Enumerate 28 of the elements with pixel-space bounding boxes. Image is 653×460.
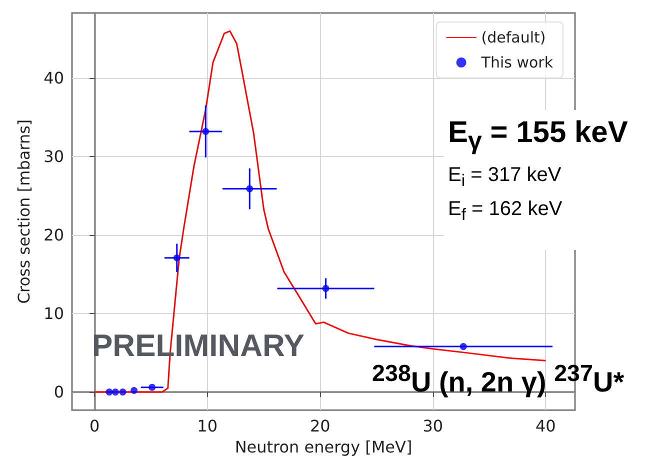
point [119, 388, 126, 396]
point [202, 128, 210, 135]
x-tick-label: 30 [422, 416, 444, 436]
annotation: E$_{γ}$ = 155 keV [448, 116, 628, 155]
x-tick-label: 0 [89, 416, 100, 436]
x-tick-label: 20 [310, 416, 330, 436]
point [148, 384, 156, 391]
y-tick-label: 20 [44, 226, 64, 245]
point [246, 185, 254, 192]
point [130, 386, 138, 394]
y-axis-title: Cross section [mbarns] [14, 119, 34, 304]
annotation: $^{238}$U (n, 2n γ) $^{237}$U* [372, 360, 624, 398]
y-tick-label: 0 [54, 382, 64, 402]
point [322, 284, 330, 292]
legend-label: This work [480, 54, 554, 72]
annotation: E$_{f}$ = 162 keV [448, 198, 562, 225]
point [460, 343, 467, 350]
x-tick-label: 40 [535, 416, 556, 436]
annotation: E$_{i}$ = 317 keV [448, 164, 562, 191]
point [112, 388, 119, 396]
x-tick-label: 10 [197, 416, 218, 436]
point [173, 254, 180, 262]
x-axis-title: Neutron energy [MeV] [234, 438, 412, 456]
y-tick-label: 10 [44, 304, 64, 324]
legend-label: (default) [481, 28, 546, 46]
point [106, 388, 113, 396]
y-tick-label: 30 [44, 147, 64, 166]
y-tick-label: 40 [44, 68, 64, 88]
